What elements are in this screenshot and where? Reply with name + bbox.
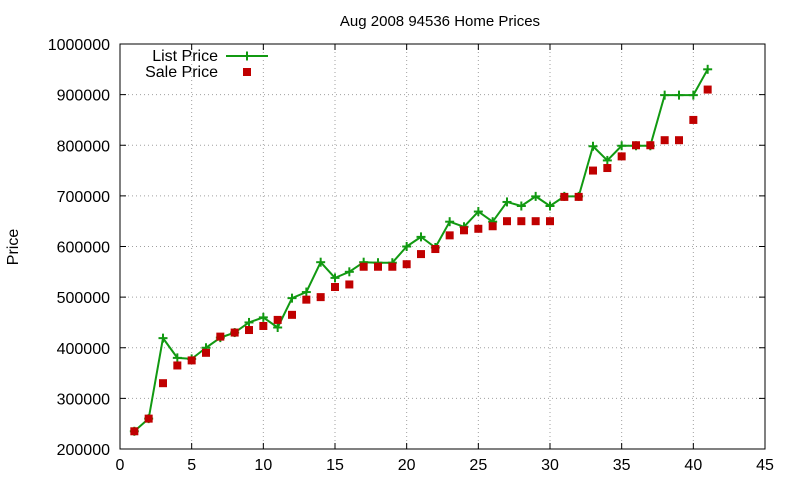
legend-plus-marker <box>242 51 252 61</box>
sale-price-point <box>230 328 239 337</box>
sale-price-point <box>302 295 311 304</box>
sale-price-point <box>388 262 397 271</box>
y-tick-label: 700000 <box>57 189 110 206</box>
sale-price-point <box>316 293 325 302</box>
x-tick-label: 25 <box>469 457 487 474</box>
sale-price-point <box>689 115 698 124</box>
y-tick-label: 300000 <box>57 391 110 408</box>
sale-price-point <box>646 141 655 150</box>
list-price-point <box>244 317 254 327</box>
sale-price-point <box>589 166 597 175</box>
sale-price-point <box>216 332 225 341</box>
list-price-point <box>273 323 283 332</box>
list-price-point <box>516 201 526 211</box>
sale-price-point <box>159 379 167 388</box>
list-price-point <box>344 267 354 277</box>
sale-price-point <box>431 245 440 254</box>
sale-price-point <box>345 280 354 289</box>
sale-price-point <box>460 226 468 235</box>
list-price-point <box>158 333 168 343</box>
list-price-point <box>703 64 713 74</box>
x-tick-label: 15 <box>326 457 344 474</box>
sale-price-point <box>560 192 569 201</box>
legend-label: Sale Price <box>145 64 218 81</box>
series-2 <box>130 85 712 436</box>
x-tick-label: 10 <box>254 457 272 474</box>
sale-price-point <box>503 217 511 226</box>
list-price-point <box>316 257 326 267</box>
sale-price-point <box>173 361 182 370</box>
x-tick-label: 40 <box>684 457 702 474</box>
sale-price-point <box>245 326 253 335</box>
y-tick-label: 1000000 <box>48 37 110 54</box>
sale-price-point <box>445 231 454 240</box>
list-price-point <box>588 141 598 151</box>
sale-price-point <box>202 348 210 357</box>
x-tick-label: 5 <box>187 457 196 474</box>
list-price-point <box>258 312 268 322</box>
sale-price-point <box>273 315 282 324</box>
sale-price-point <box>402 260 411 269</box>
x-tick-label: 20 <box>398 457 416 474</box>
sale-price-point <box>703 85 712 94</box>
legend-square-marker <box>243 68 251 76</box>
y-tick-label: 900000 <box>57 88 110 105</box>
list-price-point <box>688 90 698 100</box>
x-tick-label: 30 <box>541 457 559 474</box>
list-price-point <box>416 232 426 242</box>
sale-price-point <box>474 224 483 233</box>
list-price-point <box>602 155 612 165</box>
x-tick-label: 45 <box>756 457 774 474</box>
sale-price-point <box>130 427 139 436</box>
sale-price-point <box>488 222 497 231</box>
grid <box>120 44 765 449</box>
sale-price-point <box>288 310 296 319</box>
y-tick-label: 600000 <box>57 240 110 257</box>
axis-ticks: 0 5 10 15 20 25 30 35 40 45 200000 300000 400000 5000… <box>48 37 774 474</box>
list-price-point <box>473 207 483 217</box>
legend-entry: List Price <box>152 48 268 65</box>
sale-price-point <box>531 217 540 226</box>
list-price-point <box>502 197 512 207</box>
sale-price-point <box>574 192 583 201</box>
sale-price-point <box>675 136 683 145</box>
y-tick-label: 200000 <box>57 442 110 459</box>
x-tick-label: 0 <box>116 457 125 474</box>
sale-price-point <box>632 141 640 150</box>
sale-price-point <box>546 217 554 226</box>
list-price-point <box>287 293 297 303</box>
y-tick-label: 500000 <box>57 290 110 307</box>
list-price-point <box>172 353 182 363</box>
sale-price-point <box>603 164 612 173</box>
y-tick-label: 800000 <box>57 138 110 155</box>
sale-price-point <box>359 262 368 271</box>
sale-price-point <box>417 250 425 259</box>
sale-price-point <box>617 152 626 161</box>
sale-price-point <box>517 217 526 226</box>
sale-price-point <box>660 136 669 145</box>
chart-title: Aug 2008 94536 Home Prices <box>340 13 540 30</box>
list-price-point <box>674 90 684 100</box>
list-price-point <box>301 287 311 297</box>
sale-price-point <box>187 356 196 365</box>
list-price-point <box>402 242 412 251</box>
sale-price-point <box>144 414 153 423</box>
y-tick-label: 400000 <box>57 341 110 358</box>
y-axis-label: Price <box>5 229 22 266</box>
sale-price-point <box>374 262 382 271</box>
x-tick-label: 35 <box>613 457 631 474</box>
list-price-point <box>660 90 670 100</box>
list-price-point <box>531 191 541 201</box>
series <box>129 64 713 436</box>
sale-price-point <box>259 321 268 330</box>
list-price-point <box>545 201 555 211</box>
list-price-point <box>445 217 455 227</box>
sale-price-point <box>331 283 339 291</box>
legend-entry: Sale Price <box>145 64 251 81</box>
legend-label: List Price <box>152 48 218 65</box>
list-price-point <box>330 273 340 283</box>
list-price-point <box>617 141 627 151</box>
